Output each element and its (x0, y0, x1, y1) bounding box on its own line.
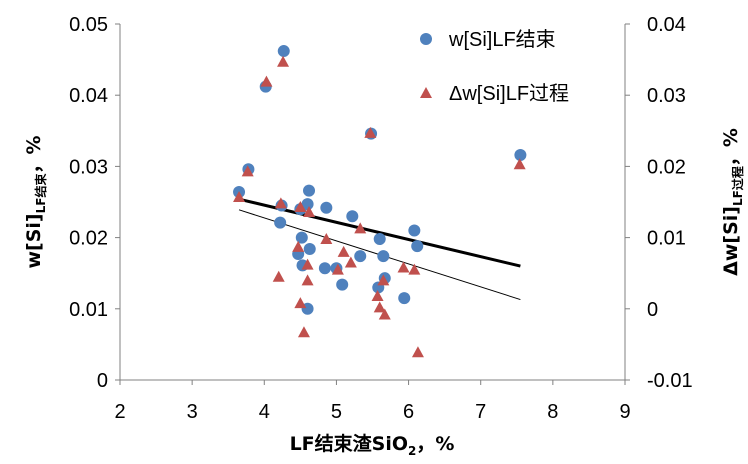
legend-triangle-marker (420, 87, 432, 98)
left-tick-label: 0 (97, 370, 108, 392)
data-point-triangle (292, 240, 305, 252)
x-tick-label: 5 (331, 401, 342, 423)
left-axis-label: w[Si]LF结束，% (23, 135, 48, 268)
data-point-circle (295, 231, 308, 244)
data-point-triangle (377, 274, 390, 286)
data-point-triangle (408, 263, 421, 275)
left-axis-ticks: 0 0.01 0.02 0.03 0.04 0.05 (69, 14, 120, 392)
left-tick-label: 0.01 (69, 299, 108, 321)
data-point-triangle (274, 197, 287, 209)
data-points (233, 45, 527, 358)
data-point-triangle (331, 263, 344, 275)
x-tick-label: 3 (187, 401, 198, 423)
data-point-triangle (272, 270, 285, 282)
data-point-circle (514, 149, 527, 162)
right-axis-label: Δw[Si]LF过程，% (720, 128, 745, 276)
right-tick-label: 0 (647, 299, 658, 321)
data-point-triangle (320, 233, 333, 245)
data-point-triangle (303, 205, 316, 217)
data-point-circle (398, 292, 411, 305)
x-tick-label: 6 (403, 401, 414, 423)
x-axis-ticks: 2 3 4 5 6 7 8 9 (114, 380, 631, 423)
legend: w[Si]LF结束 Δw[Si]LF过程 (420, 28, 569, 105)
right-tick-label: -0.01 (647, 370, 693, 392)
right-tick-label: 0.03 (647, 85, 686, 107)
left-tick-label: 0.02 (69, 228, 108, 250)
data-point-triangle (354, 222, 367, 234)
data-point-triangle (301, 274, 314, 286)
data-point-triangle (337, 245, 350, 257)
data-point-circle (354, 250, 367, 263)
legend-circle-marker (420, 33, 432, 45)
data-point-triangle (513, 158, 526, 170)
left-tick-label: 0.05 (69, 14, 108, 36)
legend-label-series-1: w[Si]LF结束 (448, 28, 556, 51)
data-point-circle (303, 242, 316, 255)
data-point-triangle (344, 256, 357, 268)
legend-label-series-2: Δw[Si]LF过程 (449, 82, 569, 105)
data-point-circle (301, 198, 314, 211)
data-point-circle (377, 250, 390, 263)
data-point-circle (303, 184, 316, 197)
data-point-triangle (277, 55, 290, 67)
data-point-triangle (373, 301, 386, 313)
right-tick-label: 0.01 (647, 228, 686, 250)
right-axis-ticks: -0.01 0 0.01 0.02 0.03 0.04 (625, 14, 693, 392)
data-point-circle (318, 262, 331, 275)
data-point-triangle (260, 75, 273, 87)
data-point-triangle (411, 346, 424, 358)
data-point-circle (408, 224, 421, 237)
data-point-circle (320, 201, 333, 214)
data-point-circle (373, 233, 386, 246)
data-point-triangle (297, 326, 310, 338)
trendline-w-si-end (238, 197, 521, 268)
left-tick-label: 0.03 (69, 156, 108, 178)
plot-frame (119, 24, 626, 381)
x-tick-label: 8 (547, 401, 558, 423)
x-tick-label: 9 (619, 401, 630, 423)
data-point-circle (411, 240, 424, 253)
left-tick-label: 0.04 (69, 85, 108, 107)
data-point-triangle (397, 261, 410, 273)
x-axis-label: LF结束渣SiO2，% (290, 432, 455, 458)
data-point-circle (277, 45, 290, 58)
right-tick-label: 0.04 (647, 14, 686, 36)
data-point-circle (336, 278, 349, 291)
data-point-triangle (301, 258, 314, 270)
data-point-triangle (294, 297, 307, 309)
x-tick-label: 2 (114, 401, 125, 423)
x-tick-label: 7 (475, 401, 486, 423)
data-point-triangle (371, 289, 384, 301)
data-point-triangle (364, 126, 377, 138)
data-point-circle (346, 210, 359, 223)
data-point-circle (274, 216, 287, 229)
data-point-triangle (378, 308, 391, 320)
data-point-triangle (241, 165, 254, 177)
data-point-triangle (233, 191, 246, 203)
data-point-triangle (294, 200, 307, 212)
x-tick-label: 4 (259, 401, 270, 423)
right-tick-label: 0.02 (647, 156, 686, 178)
